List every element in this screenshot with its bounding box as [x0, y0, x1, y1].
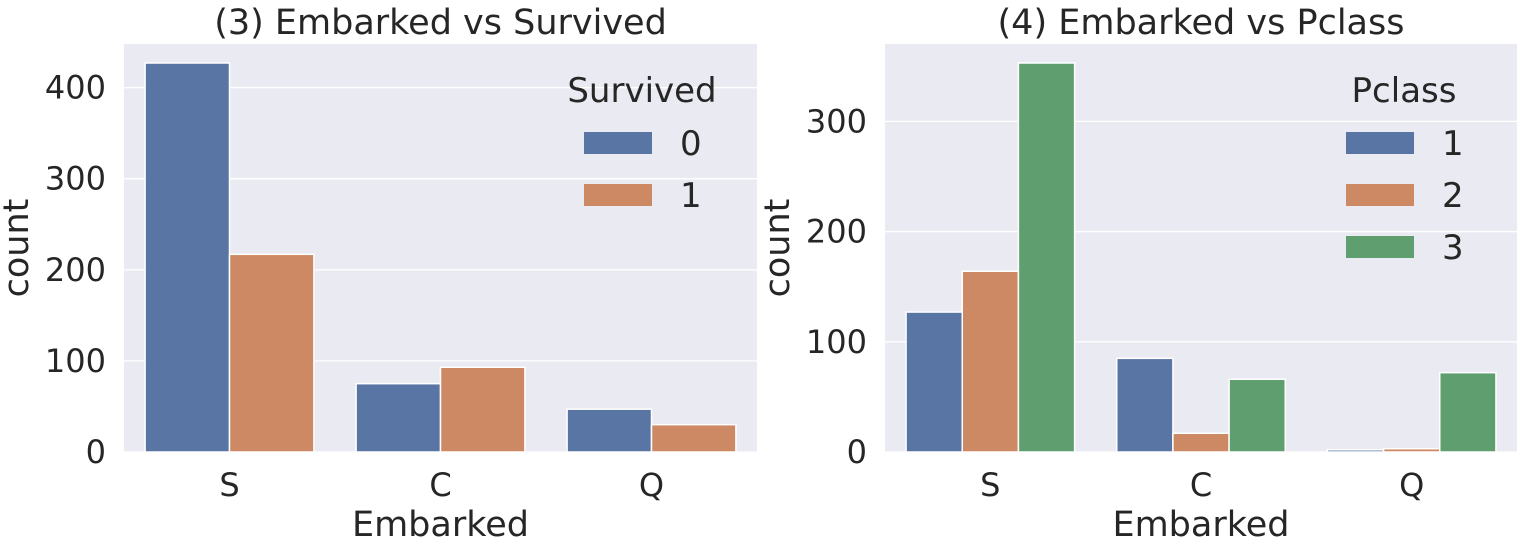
bar-C-1	[439, 366, 526, 453]
legend-title: Survived	[567, 71, 716, 111]
bar-S-2	[961, 270, 1020, 453]
bar-S-3	[1017, 62, 1076, 453]
bar-S-1	[905, 311, 963, 453]
y-tick-label: 300	[806, 102, 867, 140]
legend-label: 3	[1442, 228, 1464, 268]
bar-C-0	[355, 382, 442, 453]
bar-Q-1	[1326, 449, 1385, 453]
legend-swatch	[584, 132, 652, 154]
bar-S-1	[228, 253, 315, 453]
x-tick-label: C	[1190, 466, 1212, 504]
y-tick-label: 200	[806, 213, 867, 251]
bars	[905, 62, 1497, 453]
legend-swatch	[1346, 132, 1414, 154]
y-tick-labels: 0 100 200 300	[806, 102, 867, 471]
bar-Q-0	[566, 408, 653, 453]
legend-label: 1	[680, 176, 702, 216]
x-tick-label: S	[980, 466, 1000, 504]
legend: Survived 0 1	[567, 71, 716, 216]
x-axis-label: Embarked	[352, 505, 529, 545]
y-axis-label: count	[758, 199, 798, 298]
chart-embarked-vs-survived: 0 100 200 300 400 S C Q (3) Embarked vs Surviv…	[0, 3, 757, 545]
bar-C-3	[1228, 378, 1287, 453]
bar-Q-1	[650, 423, 737, 453]
legend-label: 1	[1442, 124, 1464, 164]
legend-swatch	[1346, 236, 1414, 258]
bar-C-1	[1115, 357, 1174, 453]
y-tick-label: 100	[45, 342, 106, 380]
legend-swatch	[584, 184, 652, 206]
y-tick-label: 200	[45, 251, 106, 289]
chart-title: (3) Embarked vs Survived	[214, 3, 667, 43]
legend-label: 2	[1442, 176, 1464, 216]
bar-S-0	[144, 62, 231, 453]
x-tick-label: S	[219, 466, 239, 504]
bar-C-2	[1172, 432, 1230, 453]
legend-swatch	[1346, 184, 1414, 206]
chart-embarked-vs-pclass: 0 100 200 300 S C Q (4) Embarked vs Pclass Em…	[758, 3, 1517, 545]
x-tick-label: C	[429, 466, 451, 504]
y-axis-label: count	[0, 199, 37, 298]
bars	[144, 62, 737, 453]
chart-title: (4) Embarked vs Pclass	[998, 3, 1405, 43]
y-tick-label: 300	[45, 160, 106, 198]
x-tick-label: Q	[1399, 466, 1424, 504]
bar-Q-3	[1439, 371, 1497, 453]
y-tick-labels: 0 100 200 300 400	[45, 69, 106, 471]
bar-Q-2	[1382, 447, 1441, 453]
legend: Pclass 1 2 3	[1346, 71, 1464, 268]
y-tick-label: 0	[86, 433, 106, 471]
legend-label: 0	[680, 124, 702, 164]
x-tick-label: Q	[639, 466, 664, 504]
y-tick-label: 400	[45, 69, 106, 107]
legend-title: Pclass	[1352, 71, 1457, 111]
y-tick-label: 0	[847, 433, 867, 471]
x-axis-label: Embarked	[1112, 505, 1289, 545]
y-tick-label: 100	[806, 323, 867, 361]
